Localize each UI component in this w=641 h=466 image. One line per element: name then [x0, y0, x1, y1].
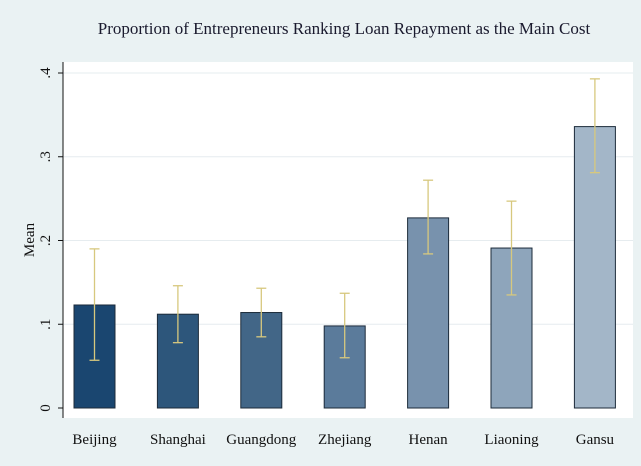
y-tick-label-3: .3 [38, 151, 54, 162]
y-tick-layer: 0 .1 .2 .3 .4 [38, 67, 63, 412]
y-tick-label-0: 0 [38, 404, 54, 412]
chart-title: Proportion of Entrepreneurs Ranking Loan… [98, 19, 591, 38]
y-tick-label-2: .2 [38, 235, 54, 246]
error-bar-layer [89, 78, 600, 361]
x-tick-label-zhejiang: Zhejiang [318, 432, 372, 448]
x-tick-label-liaoning: Liaoning [484, 432, 539, 448]
y-tick-label-4: .4 [38, 67, 54, 79]
y-axis-label: Mean [22, 222, 38, 257]
y-tick-label-1: .1 [38, 319, 54, 330]
x-tick-label-guangdong: Guangdong [226, 432, 296, 448]
x-tick-label-beijing: Beijing [72, 432, 117, 448]
x-tick-layer: Beijing Shanghai Guangdong Zhejiang Henan Lia… [72, 432, 614, 448]
x-tick-label-shanghai: Shanghai [150, 432, 206, 448]
x-tick-label-gansu: Gansu [576, 432, 615, 448]
x-tick-label-henan: Henan [409, 432, 449, 448]
bar-gansu [573, 126, 616, 409]
